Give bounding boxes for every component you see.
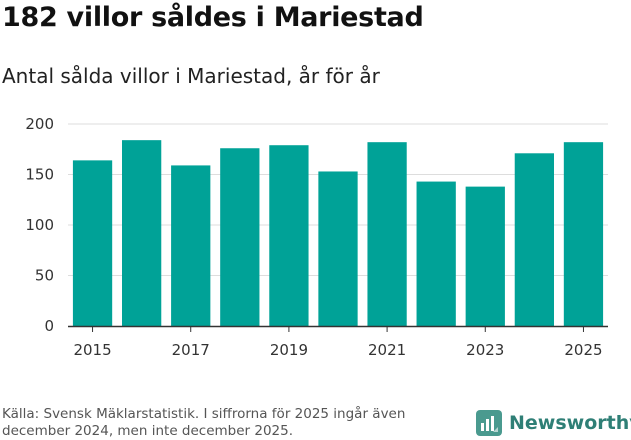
x-tick-label: 2025 (564, 341, 602, 359)
bar-2025 (563, 142, 604, 326)
newsworthy-logo: Newsworthy (476, 410, 631, 436)
x-tick-label: 2017 (172, 341, 210, 359)
bar-chart: 0 50 100 150 200 2015 2017 2019 2021 2023 2025 (25, 115, 608, 359)
source-note: Källa: Svensk Mäklarstatistik. I siffror… (2, 406, 406, 439)
bar-2021 (367, 142, 407, 326)
y-tick-label: 150 (25, 166, 54, 184)
x-axis-ticks: 2015 2017 2019 2021 2023 2025 (73, 341, 602, 359)
brand-name: Newsworthy (509, 412, 631, 434)
y-axis-ticks: 0 50 100 150 200 (25, 115, 54, 335)
x-tick-label: 2023 (466, 341, 504, 359)
x-axis (68, 325, 608, 332)
bar-2016 (122, 140, 162, 326)
bar-2015 (72, 160, 113, 326)
bar-2018 (220, 148, 260, 326)
newsworthy-icon (476, 410, 502, 436)
y-tick-label: 50 (35, 267, 54, 285)
bar-2019 (269, 145, 309, 326)
y-tick-label: 0 (44, 317, 54, 335)
x-tick-label: 2015 (73, 341, 111, 359)
x-tick-label: 2019 (270, 341, 308, 359)
bar-2023 (465, 186, 505, 326)
chart-subtitle: Antal sålda villor i Mariestad, år för å… (2, 64, 380, 88)
bar-2024 (514, 153, 554, 326)
bar-2022 (416, 181, 456, 326)
y-tick-label: 200 (25, 115, 54, 133)
bar-2017 (171, 165, 211, 326)
chart-title: 182 villor såldes i Mariestad (2, 2, 424, 33)
y-tick-label: 100 (25, 216, 54, 234)
bars (72, 140, 604, 326)
x-tick-label: 2021 (368, 341, 406, 359)
bar-2020 (318, 171, 358, 326)
